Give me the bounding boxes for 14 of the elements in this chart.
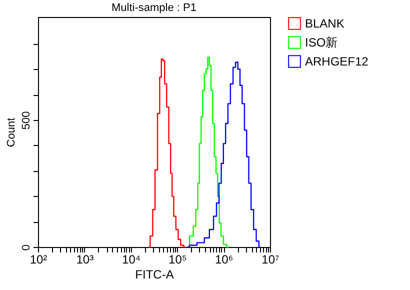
x-tick-label: 10⁵ — [168, 252, 187, 266]
legend-label: ISO新 — [305, 36, 338, 50]
y-axis-title: Count — [6, 118, 18, 148]
y-tick-label: 500 — [20, 111, 32, 130]
legend-label: ARHGEF12 — [305, 54, 369, 68]
x-tick-label: 10³ — [76, 252, 94, 266]
legend-label: BLANK — [305, 16, 344, 30]
x-tick-label: 10⁴ — [122, 252, 141, 266]
y-tick-label: 0 — [20, 244, 32, 251]
x-tick-label: 10⁷ — [262, 252, 280, 266]
x-tick-label: 10² — [30, 252, 48, 266]
x-axis-title: FITC-A — [135, 268, 174, 282]
x-tick-label: 10⁶ — [214, 252, 234, 266]
chart-title: Multi-sample : P1 — [112, 2, 196, 14]
